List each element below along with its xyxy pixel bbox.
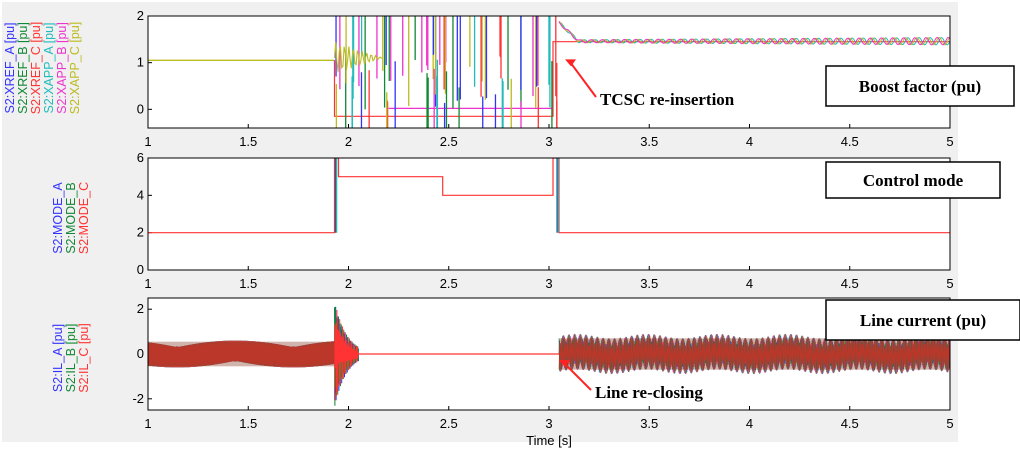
- y-legend-label: S2:IL_C [pu]: [77, 323, 91, 393]
- x-tick-label: 2.5: [440, 276, 458, 291]
- y-legend-label: S2:XAPP_B [pu]: [55, 22, 69, 114]
- current-fault-phase-3: [334, 309, 359, 401]
- plot-border: [147, 157, 951, 271]
- x-tick-label: 1: [144, 276, 151, 291]
- x-tick-label: 4: [746, 416, 753, 431]
- y-tick-label: 0: [137, 262, 144, 277]
- current-prefault-phase-3: [148, 340, 335, 368]
- plot-border: [147, 297, 951, 411]
- x-tick-label: 4.5: [841, 134, 859, 149]
- x-tick-label: 3: [545, 134, 552, 149]
- y-legend-label: S2:XREF_C [pu]: [29, 22, 43, 114]
- y-legend-label: S2:MODE_C: [77, 182, 91, 254]
- plot-traces: [148, 16, 950, 128]
- y-legend-label: S2:XAPP_C [pu]: [68, 22, 82, 114]
- annotation-label: TCSC re-insertion: [600, 90, 735, 109]
- x-axis-label: Time [s]: [526, 433, 572, 448]
- annotation-arrow-head: [559, 360, 571, 367]
- x-tick-label: 2: [345, 134, 352, 149]
- annotation-box-label: Line current (pu): [860, 311, 986, 330]
- x-tick-label: 3.5: [640, 134, 658, 149]
- x-tick-label: 3: [545, 416, 552, 431]
- y-legend-label: S2:MODE_B: [64, 182, 78, 254]
- y-tick-label: 2: [137, 301, 144, 316]
- plot-area: [148, 158, 950, 270]
- y-tick-label: 2: [137, 8, 144, 23]
- x-tick-label: 3.5: [640, 416, 658, 431]
- y-legend-label: S2:XREF_B [pu]: [16, 22, 30, 114]
- plot-traces: [148, 158, 950, 234]
- annotation-box: [825, 65, 1015, 107]
- x-tick-label: 5: [946, 416, 953, 431]
- y-legend-label: S2:IL_A [pu]: [51, 324, 65, 392]
- x-tick-label: 1.5: [239, 276, 257, 291]
- dense-band-post: [559, 338, 950, 370]
- plot-traces: [148, 306, 950, 406]
- series-mode-c: [148, 158, 950, 234]
- x-tick-label: 2: [345, 416, 352, 431]
- y-tick-label: 2: [137, 225, 144, 240]
- x-tick-label: 1.5: [239, 134, 257, 149]
- x-tick-label: 5: [946, 276, 953, 291]
- y-legend-label: S2:XAPP_A [pu]: [42, 22, 56, 113]
- annotation-box-label: Control mode: [863, 171, 964, 190]
- annotation-arrow-shaft: [570, 62, 597, 98]
- y-tick-label: 4: [137, 187, 144, 202]
- annotation-box: [825, 299, 1020, 341]
- post-insertion-trace-2: [558, 20, 950, 46]
- y-legend-label: S2:MODE_A: [51, 182, 65, 254]
- x-tick-label: 4: [746, 134, 753, 149]
- y-tick-label: 1: [137, 55, 144, 70]
- x-tick-label: 4.5: [841, 276, 859, 291]
- x-tick-label: 4: [746, 276, 753, 291]
- y-tick-label: 6: [137, 150, 144, 165]
- annotation-arrow-shaft: [564, 363, 592, 391]
- current-postclose-phase-3: [558, 333, 950, 375]
- x-tick-label: 1: [144, 134, 151, 149]
- dense-band-pre: [148, 341, 335, 367]
- annotation-box-label: Boost factor (pu): [859, 77, 981, 96]
- chart-panel-2: 0 2 4 6 1 1.5 2 2.5 3 3.5 4 4.5 5 S2:MODE_A S2:MODE_B S…: [51, 150, 1001, 291]
- x-tick-label: 2: [345, 276, 352, 291]
- x-tick-label: 2.5: [440, 416, 458, 431]
- annotation-label: Line re-closing: [595, 383, 703, 402]
- annotation-box: [825, 161, 1001, 199]
- x-tick-label: 1: [144, 416, 151, 431]
- y-legend-label: S2:XREF_A [pu]: [3, 22, 17, 113]
- x-tick-label: 3.5: [640, 276, 658, 291]
- x-tick-label: 5: [946, 134, 953, 149]
- y-tick-label: 0: [137, 101, 144, 116]
- annotation-arrow-head: [565, 59, 577, 67]
- x-tick-label: 4.5: [841, 416, 859, 431]
- x-tick-label: 3: [545, 276, 552, 291]
- burst-trace: [333, 42, 383, 73]
- y-legend-label: S2:IL_B [pu]: [64, 324, 78, 393]
- x-tick-label: 1.5: [239, 416, 257, 431]
- post-insertion-trace-3: [558, 21, 950, 46]
- y-tick-label: 0: [137, 346, 144, 361]
- chart-panel-3: -2 0 2 1 1.5 2 2.5 3 3.5 4 4.5 5 S2:IL_A [pu] S2:IL_B…: [51, 297, 1020, 448]
- y-tick-label: -2: [132, 391, 144, 406]
- x-tick-label: 2.5: [440, 134, 458, 149]
